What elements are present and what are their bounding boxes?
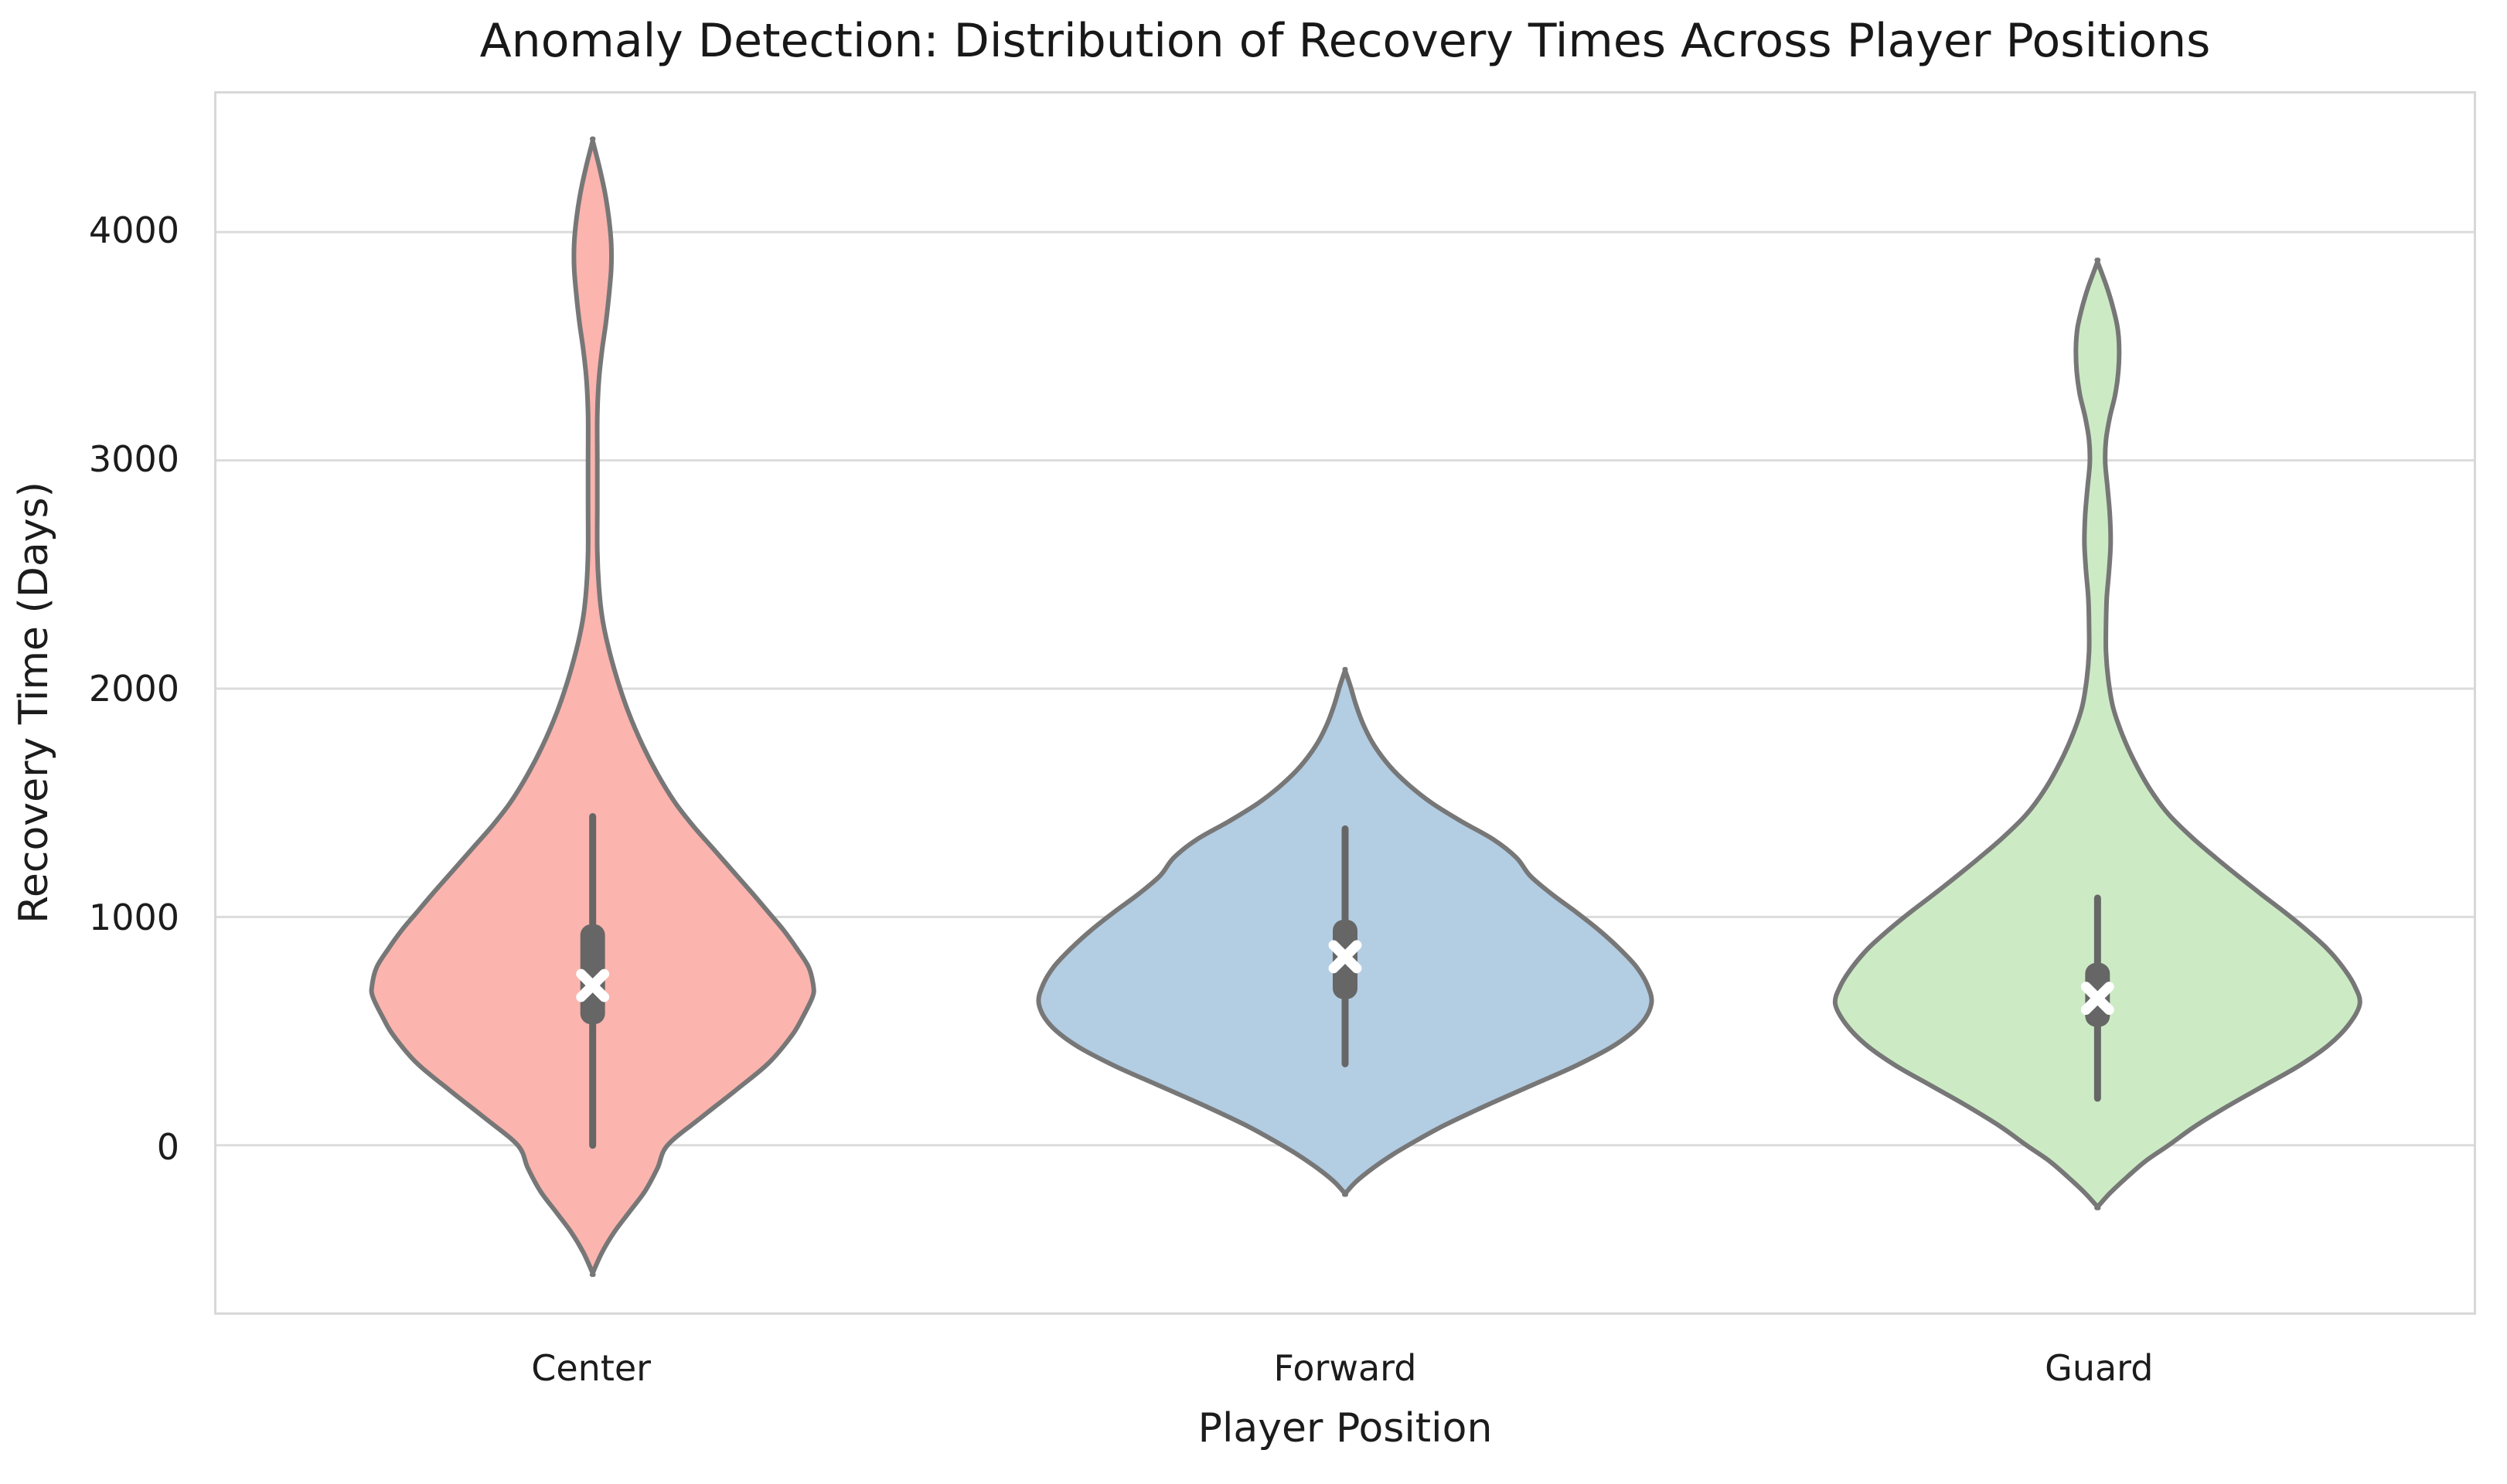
- violin-svg: [216, 136, 2474, 1278]
- violin-guard: [1832, 257, 2362, 1210]
- median-x-marker-guard: [2080, 982, 2114, 1015]
- y-tick-label: 0: [156, 1125, 179, 1168]
- median-x-marker-center: [576, 968, 610, 1002]
- y-tick-label: 4000: [88, 209, 179, 251]
- x-tick-label-forward: Forward: [1273, 1347, 1417, 1389]
- median-x-marker-forward: [1328, 940, 1362, 974]
- x-tick-label-center: Center: [531, 1347, 652, 1389]
- violin-center: [369, 136, 816, 1278]
- y-tick-label: 2000: [88, 667, 179, 710]
- y-tick-label: 1000: [88, 897, 179, 939]
- y-tick-label: 3000: [88, 438, 179, 481]
- x-tick-label-guard: Guard: [2045, 1347, 2154, 1389]
- chart-title: Anomaly Detection: Distribution of Recov…: [479, 14, 2211, 68]
- plot-area: [214, 91, 2476, 1315]
- box-center: [580, 924, 605, 1025]
- x-axis-label: Player Position: [1197, 1405, 1493, 1452]
